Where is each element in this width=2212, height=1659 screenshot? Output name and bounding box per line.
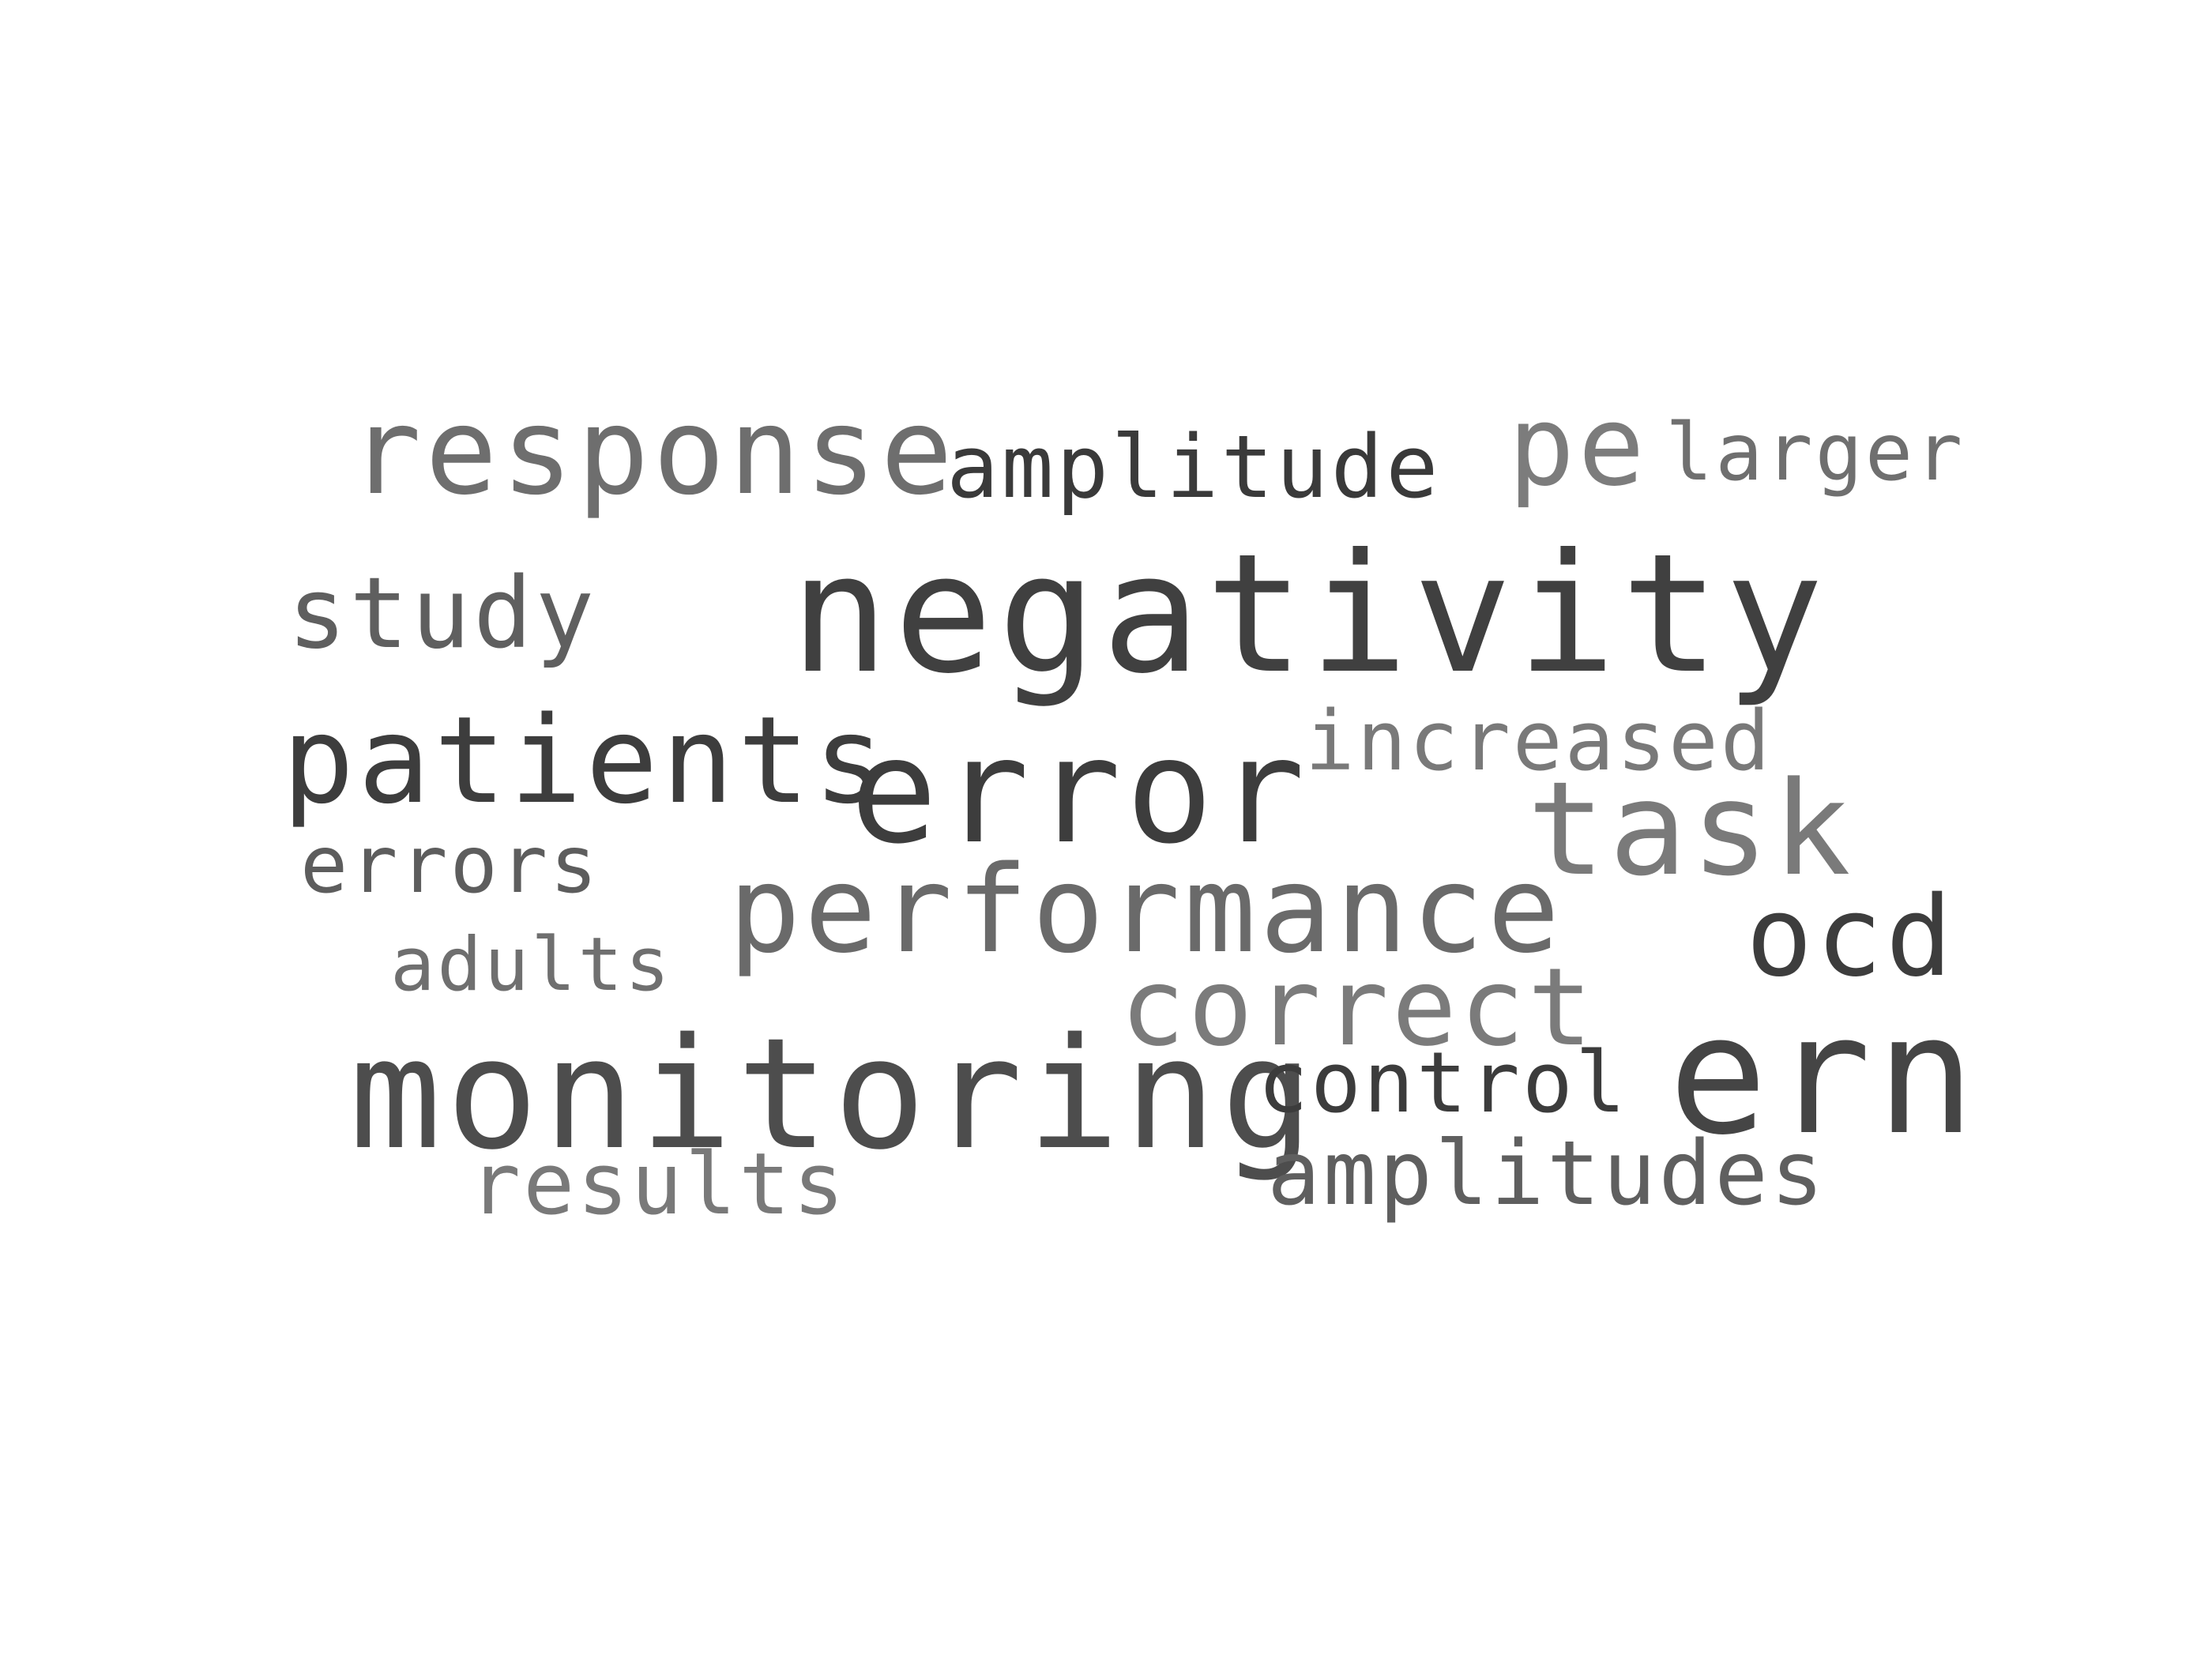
word-ocd: ocd [1746, 873, 1956, 1002]
word-patients: patients [282, 690, 890, 830]
word-task: task [1527, 754, 1855, 905]
word-adults: adults [390, 922, 672, 1008]
word-control: control [1258, 1034, 1628, 1131]
word-larger: larger [1665, 406, 1966, 498]
word-amplitude: amplitude [946, 416, 1441, 517]
word-monitoring: monitoring [349, 1005, 1319, 1183]
word-amplitudes: amplitudes [1267, 1123, 1826, 1225]
word-ern: ern [1668, 980, 1981, 1172]
word-performance: performance [728, 840, 1563, 980]
word-results: results [469, 1135, 847, 1234]
word-errors: errors [300, 818, 600, 911]
word-error: error [850, 707, 1310, 876]
word-response: response [349, 382, 957, 521]
word-study: study [288, 557, 597, 671]
word-increased: increased [1305, 693, 1773, 789]
word-negativity: negativity [790, 519, 1829, 710]
word-pe: pe [1508, 382, 1648, 511]
word-correct: correct [1120, 946, 1596, 1070]
